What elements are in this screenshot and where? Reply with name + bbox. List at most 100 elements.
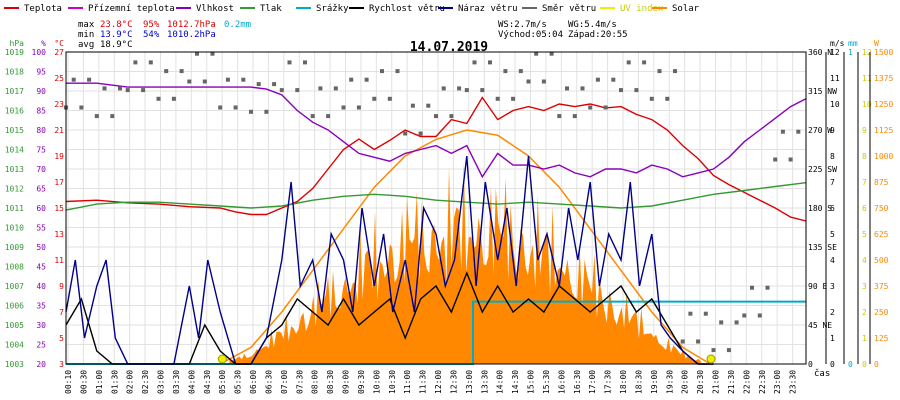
wind-dir-point-23-3 xyxy=(796,129,801,134)
axis-uv-tick-0: 12 xyxy=(862,48,872,57)
stats-max-temp: 23.8°C xyxy=(100,20,133,30)
x-tick-8: 04:00 xyxy=(187,370,196,394)
x-tick-3: 01:30 xyxy=(110,370,119,394)
x-tick-11: 05:30 xyxy=(234,370,243,394)
axis-uv-tick-4: 8 xyxy=(862,152,867,161)
legend-label-9: Solar xyxy=(672,4,700,14)
axis-ms-unit: m/s xyxy=(830,39,845,48)
axis-ms-tick-9: 3 xyxy=(830,282,835,291)
axis-hpa-tick-4: 1015 xyxy=(5,126,24,135)
stats-min-press: 1010.2hPa xyxy=(167,30,216,40)
solar-series xyxy=(219,129,711,365)
series-line-2 xyxy=(65,182,807,211)
axes: 1019101810171016101510141013101210111010… xyxy=(5,39,894,394)
wind-dir-point-7-0 xyxy=(279,88,284,93)
axis-hpa-tick-2: 1017 xyxy=(5,87,24,96)
sunrise-marker xyxy=(217,354,227,364)
axis-ms-tick-8: 4 xyxy=(830,256,835,265)
wind-dir-point-16-2 xyxy=(572,114,577,119)
axis-uv-tick-7: 5 xyxy=(862,230,867,239)
legend-label-1: Přízemní teplota xyxy=(88,4,175,14)
stats-max-label: max xyxy=(78,20,95,30)
x-tick-38: 19:00 xyxy=(650,370,659,394)
axis-temp-tick-2: 23 xyxy=(54,100,64,109)
wind-dir-point-20-3 xyxy=(703,311,708,316)
axis-dir-tick-5: 135 SE xyxy=(808,243,837,252)
axis-uv-tick-5: 7 xyxy=(862,178,867,187)
axis-w-tick-12: 0 xyxy=(874,360,879,369)
wind-dir-point-3-3 xyxy=(179,69,184,74)
wind-dir-point-4-0 xyxy=(187,79,192,84)
axis-w-tick-5: 875 xyxy=(874,178,889,187)
axis-pct-tick-11: 45 xyxy=(36,263,46,272)
x-tick-45: 22:30 xyxy=(758,370,767,394)
wind-dir-point-3-2 xyxy=(171,96,176,101)
axis-dir-tick-3: 225 SW xyxy=(808,165,837,174)
wind-dir-point-20-1 xyxy=(688,311,693,316)
x-tick-13: 06:30 xyxy=(264,370,273,394)
x-tick-32: 16:00 xyxy=(557,370,566,394)
wind-dir-point-23-0 xyxy=(773,157,778,162)
series-line-5 xyxy=(65,155,714,365)
legend-label-7: Směr větru xyxy=(542,4,596,14)
plot-area xyxy=(64,51,807,365)
x-tick-25: 12:30 xyxy=(449,370,458,394)
x-tick-30: 15:00 xyxy=(527,370,536,394)
stats-min-temp: 13.9°C xyxy=(100,30,133,40)
wind-dir-point-3-1 xyxy=(164,69,169,74)
axis-w-tick-3: 1125 xyxy=(874,126,893,135)
stats-avg-label: avg xyxy=(78,40,94,50)
wind-dir-point-4-1 xyxy=(195,51,199,56)
x-tick-42: 21:00 xyxy=(712,370,721,394)
stats-rain: 0.2mm xyxy=(224,20,251,30)
wind-dir-point-15-2 xyxy=(541,79,546,84)
x-tick-36: 18:00 xyxy=(619,370,628,394)
wind-dir-point-6-0 xyxy=(249,109,253,114)
axis-w-tick-0: 1500 xyxy=(874,48,893,57)
axis-dir-tick-0: 360 N xyxy=(808,48,832,57)
axis-pct-tick-6: 70 xyxy=(36,165,46,174)
x-tick-10: 05:00 xyxy=(218,370,227,394)
wind-dir-point-1-1 xyxy=(102,86,107,91)
wind-dir-point-12-0 xyxy=(434,114,438,119)
wind-dir-point-20-2 xyxy=(696,339,701,344)
wind-dir-point-22-2 xyxy=(757,313,762,318)
wind-dir-point-12-2 xyxy=(449,114,454,119)
axis-pct-tick-8: 60 xyxy=(36,204,46,213)
axis-ms-tick-4: 8 xyxy=(830,152,835,161)
axis-ms-tick-2: 10 xyxy=(830,100,840,109)
x-tick-29: 14:30 xyxy=(511,370,520,394)
wind-dir-point-6-2 xyxy=(264,109,269,114)
wind-dir-point-9-3 xyxy=(364,77,369,82)
stats-sunrise: Východ:05:04 xyxy=(498,30,563,40)
x-tick-20: 10:00 xyxy=(372,370,381,394)
x-tick-46: 23:00 xyxy=(773,370,782,394)
x-tick-28: 14:00 xyxy=(496,370,505,394)
solar-curve xyxy=(219,129,711,365)
wind-dir-point-11-1 xyxy=(410,103,415,108)
axis-mm-tick-1: 0 xyxy=(848,360,853,369)
wind-dir-point-23-1 xyxy=(780,129,785,134)
axis-ms-tick-1: 11 xyxy=(830,74,840,83)
legend-label-8: UV index xyxy=(620,4,664,14)
axis-pct-tick-14: 30 xyxy=(36,321,46,330)
legend-label-5: Rychlost větru xyxy=(369,4,445,14)
x-tick-19: 09:30 xyxy=(357,370,366,394)
wind-dir-point-13-2 xyxy=(480,88,485,93)
wind-dir-point-2-3 xyxy=(148,60,153,65)
wind-dir-point-13-3 xyxy=(488,60,492,65)
wind-dir-point-19-1 xyxy=(657,69,662,74)
x-tick-39: 19:30 xyxy=(665,370,674,394)
wind-dir-point-16-3 xyxy=(580,86,585,91)
axis-w-tick-10: 250 xyxy=(874,308,889,317)
axis-hpa-tick-0: 1019 xyxy=(5,48,24,57)
wind-dir-point-15-3 xyxy=(549,51,554,56)
wind-dir-point-8-1 xyxy=(318,86,323,91)
x-tick-17: 08:30 xyxy=(326,370,335,394)
axis-pct-tick-16: 20 xyxy=(36,360,46,369)
axis-hpa-tick-15: 1004 xyxy=(5,341,24,350)
axis-uv-tick-6: 6 xyxy=(862,204,867,213)
x-tick-40: 20:00 xyxy=(681,370,690,394)
axis-pct-tick-1: 95 xyxy=(36,68,46,77)
wind-dir-point-5-2 xyxy=(233,105,238,110)
